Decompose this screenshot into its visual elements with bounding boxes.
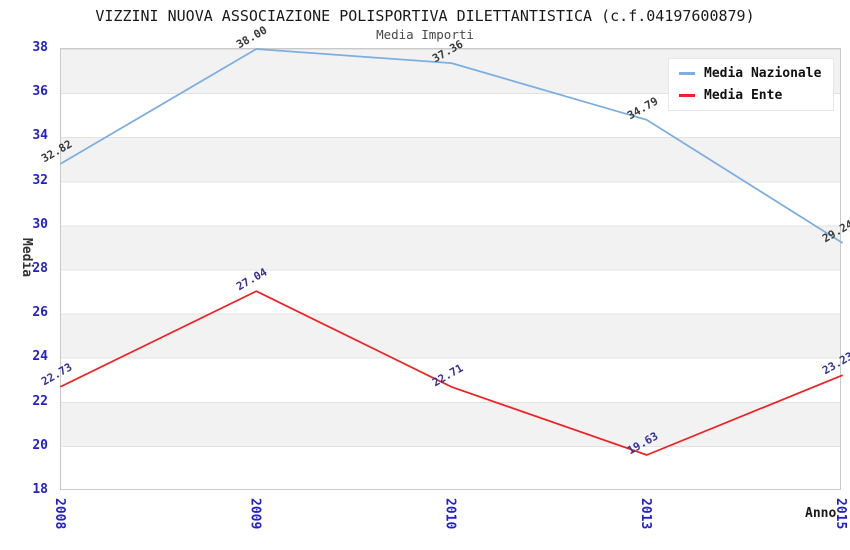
x-tick-label: 2015 xyxy=(833,498,848,530)
x-tick-label: 2010 xyxy=(442,498,458,530)
y-tick-label: 18 xyxy=(32,482,48,497)
legend-swatch-icon xyxy=(679,94,695,97)
y-axis-title: Media xyxy=(19,238,34,278)
x-tick-label: 2008 xyxy=(52,498,67,530)
y-tick-label: 34 xyxy=(32,128,48,144)
y-tick-label: 30 xyxy=(32,216,48,232)
x-tick-label: 2013 xyxy=(637,498,653,530)
legend-item-media-ente: Media Ente xyxy=(679,88,821,103)
plot-area xyxy=(60,48,843,490)
legend-swatch-icon xyxy=(679,72,695,75)
y-tick-label: 24 xyxy=(32,349,48,365)
y-tick-label: 28 xyxy=(32,261,48,276)
y-tick-label: 22 xyxy=(32,393,48,409)
legend-label: Media Ente xyxy=(704,88,783,103)
legend: Media Nazionale Media Ente xyxy=(668,58,835,111)
y-tick-label: 38 xyxy=(32,40,48,55)
y-tick-label: 20 xyxy=(32,437,48,453)
chart-subtitle: Media Importi xyxy=(376,27,474,42)
y-tick-label: 32 xyxy=(32,172,48,188)
x-axis-title: Anno xyxy=(805,506,837,521)
series-line-media-nazionale xyxy=(60,48,843,244)
legend-label: Media Nazionale xyxy=(704,66,822,81)
line-plot-canvas xyxy=(60,48,843,456)
series-line-media-ente xyxy=(60,290,843,456)
y-tick-label: 36 xyxy=(32,84,48,100)
legend-item-media-nazionale: Media Nazionale xyxy=(679,66,821,81)
chart-title: VIZZINI NUOVA ASSOCIAZIONE POLISPORTIVA … xyxy=(95,7,755,25)
y-tick-label: 26 xyxy=(32,305,48,321)
x-tick-label: 2009 xyxy=(247,498,263,530)
